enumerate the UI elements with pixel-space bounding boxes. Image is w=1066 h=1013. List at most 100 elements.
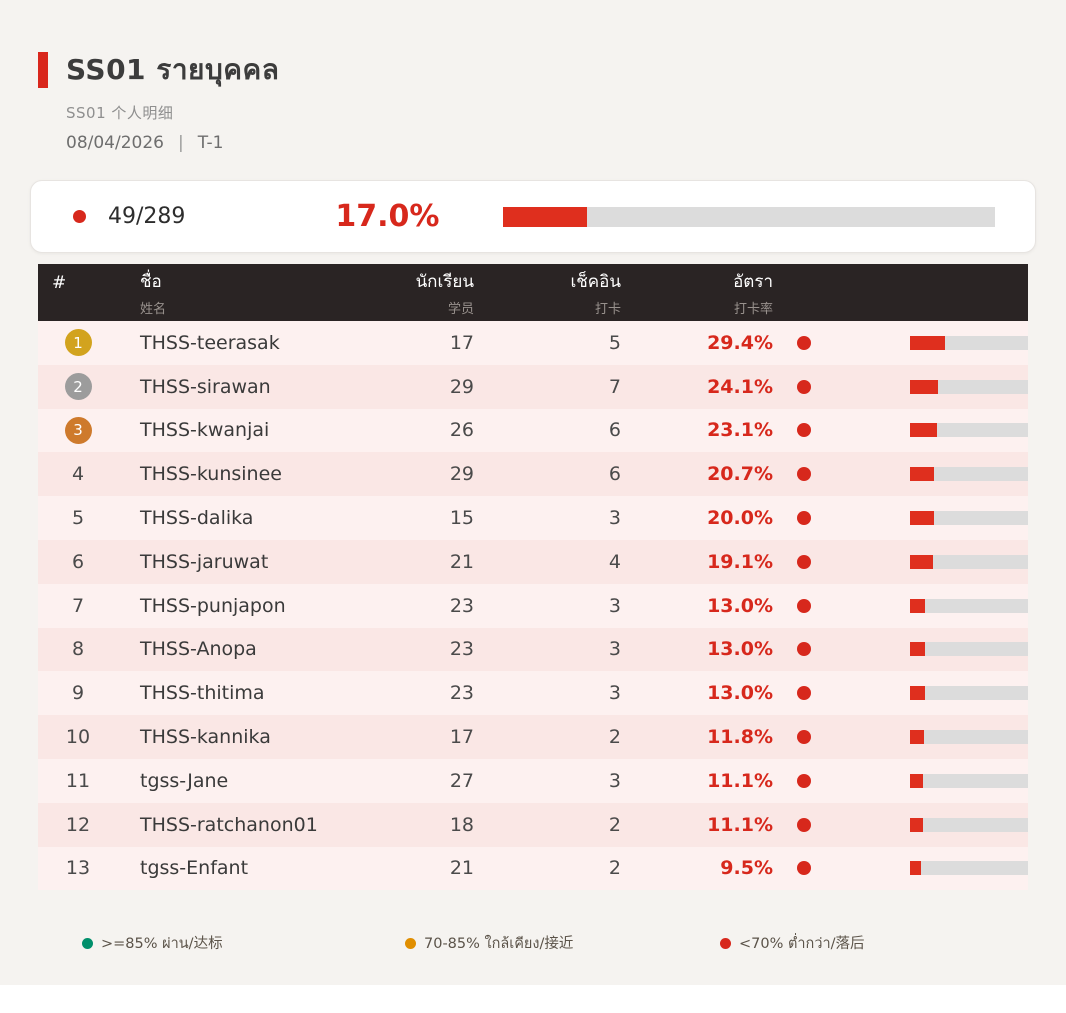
rate-percent: 11.1% [707, 769, 773, 792]
status-dot-icon [797, 861, 811, 876]
rate-percent: 23.1% [707, 419, 773, 442]
checkins-count: 7 [608, 375, 621, 398]
table-row[interactable]: 9 THSS-thitima 23 3 13.0% [38, 671, 1028, 716]
column-header-students: นักเรียน 学员 [348, 264, 478, 321]
checkins-count: 3 [608, 638, 621, 661]
row-progress-track [910, 686, 1028, 701]
teacher-name: THSS-ratchanon01 [140, 813, 318, 836]
progress-cell [835, 335, 1028, 350]
row-progress-track [910, 598, 1028, 613]
table-row[interactable]: 2 THSS-sirawan 29 7 24.1% [38, 364, 1028, 409]
status-cell [773, 379, 835, 394]
table-body: 1 THSS-teerasak 17 5 29.4% 2 THSS-sirawan 29 7 24… [38, 321, 1028, 891]
rank-cell: 9 [71, 682, 85, 705]
column-label: นักเรียน [415, 272, 474, 292]
progress-cell [835, 379, 1028, 394]
rank-cell: 1 [38, 329, 118, 357]
teacher-name: THSS-punjapon [140, 594, 286, 617]
progress-cell [835, 467, 1028, 482]
students-count: 18 [449, 813, 474, 836]
progress-cell [835, 686, 1028, 701]
row-progress-track [910, 817, 1028, 832]
table-header: # ชื่อ 姓名 นักเรียน 学员 เช็คอิน 打卡 อัตรา 打… [38, 264, 1028, 321]
table-row[interactable]: 10 THSS-kannika 17 2 11.8% [38, 715, 1028, 759]
accent-bar [38, 52, 48, 88]
row-progress-track [910, 773, 1028, 788]
status-dot-icon [797, 467, 811, 482]
column-header-progress [835, 264, 1028, 321]
status-cell [773, 642, 835, 657]
row-progress-track [910, 335, 1028, 350]
progress-cell [835, 642, 1028, 657]
progress-cell [835, 861, 1028, 876]
rate-percent: 13.0% [707, 638, 773, 661]
status-dot-icon [797, 817, 811, 832]
status-cell [773, 335, 835, 350]
shift-label: T-1 [197, 133, 224, 153]
page-header: SS01 รายบุคคล SS01 个人明细 08/04/2026 | T-1 [38, 0, 1066, 153]
rate-percent: 24.1% [707, 375, 773, 398]
students-count: 27 [449, 769, 474, 792]
column-header-name: ชื่อ 姓名 [118, 264, 348, 321]
progress-cell [835, 554, 1028, 569]
status-dot-icon [797, 730, 811, 745]
column-label: อัตรา [733, 272, 773, 292]
status-cell [773, 686, 835, 701]
column-header-status [773, 264, 835, 321]
legend-item-near: 70-85% ใกล้เคียง/接近 [405, 932, 573, 955]
rank-medal-badge: 2 [64, 373, 92, 401]
checkins-count: 3 [608, 769, 621, 792]
status-dot-icon [797, 379, 811, 394]
table-row[interactable]: 11 tgss-Jane 27 3 11.1% [38, 758, 1028, 803]
status-cell [773, 511, 835, 526]
students-count: 23 [449, 594, 474, 617]
row-progress-track [910, 861, 1028, 876]
teacher-name: THSS-sirawan [140, 375, 271, 398]
rate-percent: 20.7% [707, 463, 773, 486]
teacher-name: THSS-thitima [140, 682, 265, 705]
table-row[interactable]: 13 tgss-Enfant 21 2 9.5% [38, 846, 1028, 891]
rate-percent: 11.1% [707, 813, 773, 836]
row-progress-fill [910, 335, 945, 350]
legend-item-pass: >=85% ผ่าน/达标 [82, 932, 223, 955]
row-progress-fill [910, 467, 935, 482]
table-row[interactable]: 3 THSS-kwanjai 26 6 23.1% [38, 408, 1028, 453]
table-row[interactable]: 1 THSS-teerasak 17 5 29.4% [38, 321, 1028, 365]
progress-cell [835, 730, 1028, 745]
rank-cell: 10 [65, 726, 91, 749]
rank-cell: 13 [65, 857, 91, 880]
table-row[interactable]: 6 THSS-jaruwat 21 4 19.1% [38, 539, 1028, 584]
students-count: 29 [449, 375, 474, 398]
table-row[interactable]: 7 THSS-punjapon 23 3 13.0% [38, 583, 1028, 628]
rank-cell: 11 [65, 769, 91, 792]
column-sublabel: 打卡 [594, 302, 621, 317]
row-progress-track [910, 467, 1028, 482]
row-progress-track [910, 423, 1028, 438]
rank-cell: 4 [71, 463, 85, 486]
row-progress-track [910, 379, 1028, 394]
progress-cell [835, 423, 1028, 438]
students-count: 29 [449, 463, 474, 486]
status-cell [773, 861, 835, 876]
red-dot-icon [720, 938, 731, 950]
students-count: 23 [449, 682, 474, 705]
progress-cell [835, 773, 1028, 788]
table-row[interactable]: 12 THSS-ratchanon01 18 2 11.1% [38, 802, 1028, 847]
teacher-name: THSS-Anopa [140, 638, 257, 661]
students-count: 26 [449, 419, 474, 442]
students-count: 15 [449, 507, 474, 530]
table-row[interactable]: 8 THSS-Anopa 23 3 13.0% [38, 627, 1028, 672]
students-count: 23 [449, 638, 474, 661]
summary-count: 49/289 [108, 204, 186, 229]
progress-cell [835, 817, 1028, 832]
students-count: 17 [449, 726, 474, 749]
table-row[interactable]: 4 THSS-kunsinee 29 6 20.7% [38, 452, 1028, 497]
page-subtitle: SS01 个人明细 [66, 104, 174, 122]
legend: >=85% ผ่าน/达标 70-85% ใกล้เคียง/接近 <70% ต… [0, 914, 1066, 976]
table-row[interactable]: 5 THSS-dalika 15 3 20.0% [38, 496, 1028, 540]
column-header-rank: # [38, 264, 118, 321]
legend-label: <70% ต่ำกว่า/落后 [739, 936, 865, 953]
progress-cell [835, 511, 1028, 526]
status-dot-icon [797, 598, 811, 613]
summary-progress-track [503, 206, 995, 227]
